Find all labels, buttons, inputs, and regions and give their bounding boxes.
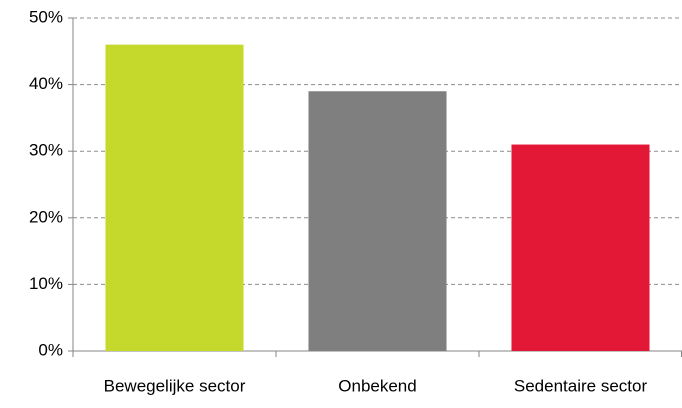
y-tick-label: 50% <box>29 7 63 26</box>
y-tick-label: 20% <box>29 207 63 226</box>
y-tick-label: 10% <box>29 274 63 293</box>
x-tick-label: Bewegelijke sector <box>104 376 246 395</box>
y-tick-label: 30% <box>29 141 63 160</box>
x-tick-label: Sedentaire sector <box>514 376 648 395</box>
x-tick-label: Onbekend <box>338 376 416 395</box>
bar <box>308 91 447 351</box>
bar <box>511 144 650 351</box>
y-tick-label: 0% <box>38 340 63 359</box>
bar <box>105 44 244 351</box>
y-tick-label: 40% <box>29 74 63 93</box>
